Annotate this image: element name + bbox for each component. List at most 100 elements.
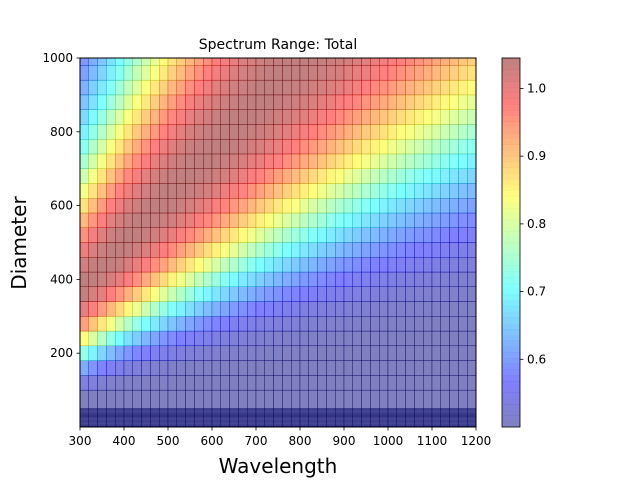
heatmap-cell — [291, 330, 301, 347]
heatmap-cell — [238, 124, 248, 140]
heatmap-cell — [414, 330, 424, 347]
heatmap-cell — [176, 375, 186, 391]
colorbar-swatch — [502, 236, 520, 243]
heatmap-cell — [229, 242, 239, 258]
heatmap-cell — [352, 65, 362, 81]
colorbar-tick-label: 0.8 — [527, 217, 546, 231]
heatmap-cell — [211, 153, 222, 169]
heatmap-cell — [150, 124, 160, 140]
heatmap-cell — [317, 138, 327, 155]
heatmap-cell — [273, 389, 283, 409]
heatmap-cell — [343, 153, 354, 169]
heatmap-cell — [379, 316, 389, 332]
x-tick-label: 500 — [157, 434, 180, 448]
heatmap-cell — [361, 360, 371, 376]
heatmap-cell — [326, 316, 336, 332]
heatmap-cell — [370, 345, 380, 361]
heatmap-cell — [220, 375, 230, 391]
heatmap-cell — [370, 124, 380, 140]
heatmap-cell — [370, 375, 380, 391]
heatmap-cell — [185, 168, 195, 184]
x-tick-label: 400 — [113, 434, 136, 448]
heatmap-cell — [396, 301, 406, 317]
heatmap-cell — [202, 286, 213, 302]
heatmap-cell — [396, 286, 406, 302]
x-tick-label: 1000 — [373, 434, 404, 448]
heatmap-cell — [255, 375, 266, 391]
heatmap-cell — [97, 183, 107, 199]
heatmap-cell — [467, 212, 477, 228]
heatmap-cell — [467, 316, 477, 332]
heatmap-cell — [185, 389, 195, 409]
heatmap-cell — [335, 168, 345, 184]
heatmap-cell — [114, 257, 125, 273]
heatmap-cell — [361, 286, 371, 302]
y-tick-label: 200 — [50, 346, 73, 360]
heatmap-cell — [79, 94, 90, 110]
heatmap-cell — [299, 109, 310, 125]
heatmap-cell — [238, 138, 248, 155]
heatmap-cell — [273, 286, 283, 302]
heatmap-cell — [449, 301, 459, 317]
heatmap-cell — [194, 271, 204, 287]
heatmap-cell — [132, 124, 142, 140]
heatmap-cell — [423, 79, 433, 96]
heatmap-cell — [299, 316, 310, 332]
colorbar-swatch — [502, 334, 520, 341]
heatmap-cell — [282, 79, 292, 96]
heatmap-cell — [185, 65, 195, 81]
colorbar-swatch — [502, 150, 520, 157]
heatmap-cell — [194, 138, 204, 155]
heatmap-cell — [440, 168, 450, 184]
heatmap-cell — [132, 360, 142, 376]
heatmap-cell — [167, 301, 178, 317]
heatmap-cell — [343, 316, 354, 332]
heatmap-cell — [229, 153, 239, 169]
heatmap-cell — [238, 242, 248, 258]
heatmap-cell — [440, 57, 450, 66]
heatmap-cell — [467, 168, 477, 184]
heatmap-cell — [308, 316, 318, 332]
heatmap-cell — [255, 242, 266, 258]
heatmap-cell — [79, 375, 90, 391]
heatmap-cell — [88, 316, 98, 332]
heatmap-cell — [185, 57, 195, 66]
heatmap-cell — [335, 316, 345, 332]
heatmap-cell — [431, 57, 442, 66]
heatmap-cell — [423, 198, 433, 214]
heatmap-cell — [132, 94, 142, 110]
heatmap-cell — [379, 375, 389, 391]
heatmap-cell — [431, 345, 442, 361]
heatmap-cell — [211, 345, 222, 361]
heatmap-cell — [106, 301, 116, 317]
heatmap-cell — [123, 257, 134, 273]
heatmap-cell — [370, 389, 380, 409]
heatmap-cell — [299, 153, 310, 169]
heatmap-cell — [176, 316, 186, 332]
heatmap-cell — [211, 271, 222, 287]
heatmap-cell — [229, 330, 239, 347]
heatmap-cell — [352, 94, 362, 110]
heatmap-cell — [291, 360, 301, 376]
heatmap-cell — [220, 183, 230, 199]
heatmap-cell — [176, 57, 186, 66]
heatmap-cell — [282, 316, 292, 332]
heatmap-cell — [282, 227, 292, 243]
heatmap-cell — [335, 198, 345, 214]
heatmap-cell — [264, 389, 274, 409]
heatmap-cell — [202, 168, 213, 184]
colorbar-swatch — [502, 305, 520, 312]
heatmap-cell — [343, 227, 354, 243]
heatmap-cell — [317, 389, 327, 409]
heatmap-cell — [317, 345, 327, 361]
x-axis-label: Wavelength — [219, 454, 338, 478]
heatmap-cell — [211, 124, 222, 140]
heatmap-cell — [405, 79, 415, 96]
heatmap-cell — [326, 79, 336, 96]
colorbar-swatch — [502, 409, 520, 416]
heatmap-cell — [141, 345, 151, 361]
heatmap-cell — [326, 153, 336, 169]
heatmap-cell — [158, 389, 169, 409]
heatmap-cell — [97, 330, 107, 347]
heatmap-cell — [141, 212, 151, 228]
